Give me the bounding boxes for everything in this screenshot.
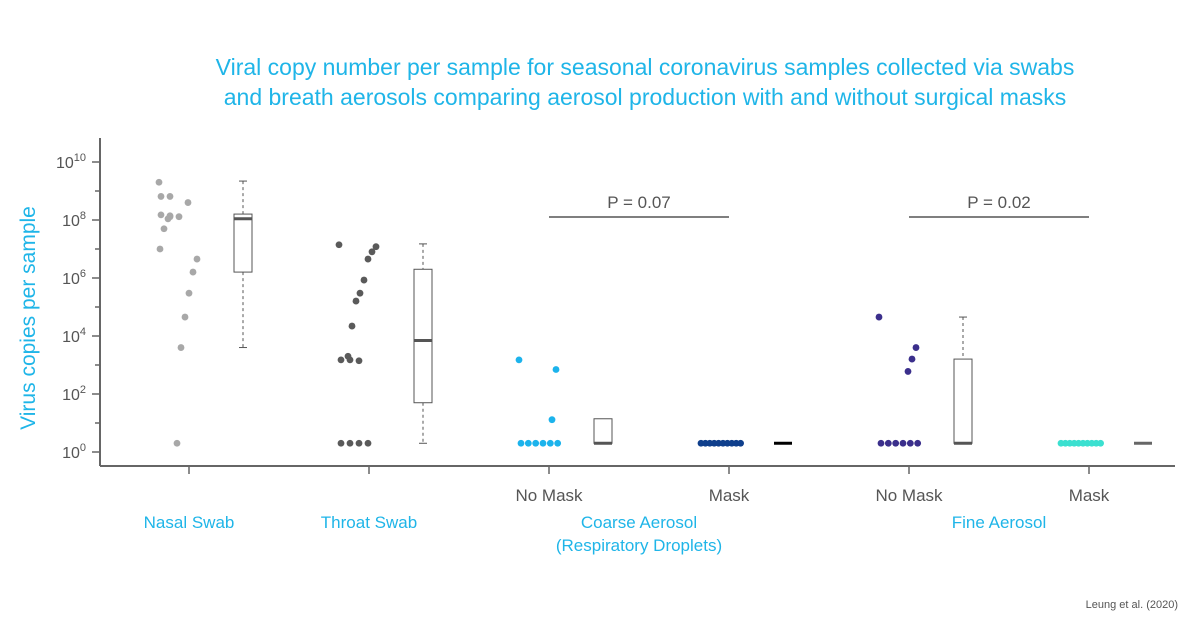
data-point — [177, 344, 185, 351]
data-point — [884, 439, 892, 447]
data-point — [364, 439, 372, 447]
x-subgroup-label: Mask — [709, 486, 750, 505]
data-point — [155, 178, 163, 186]
data-point — [554, 439, 562, 447]
data-point — [335, 241, 343, 249]
data-point — [892, 439, 900, 447]
data-point — [906, 439, 914, 447]
chart-title-line-1: Viral copy number per sample for seasona… — [215, 54, 1075, 80]
data-point — [1097, 439, 1104, 447]
data-point — [193, 255, 201, 263]
y-tick-label: 108 — [62, 210, 86, 230]
category-label: Throat Swab — [321, 513, 417, 532]
data-point — [164, 215, 172, 223]
data-point — [914, 439, 922, 447]
data-point — [184, 199, 192, 206]
p-value-label: P = 0.02 — [967, 193, 1031, 212]
data-point — [875, 313, 883, 321]
data-point — [355, 439, 363, 447]
category-label: Coarse Aerosol — [581, 513, 697, 532]
data-point — [352, 297, 360, 305]
y-tick-label: 106 — [62, 268, 86, 288]
data-point — [156, 245, 164, 253]
y-tick-label: 102 — [62, 384, 86, 404]
data-point — [337, 356, 345, 364]
data-point — [185, 289, 193, 297]
data-point — [912, 344, 920, 351]
data-point — [348, 322, 356, 330]
box — [953, 358, 973, 444]
data-point — [189, 268, 197, 276]
y-tick-label: 100 — [62, 442, 86, 462]
data-point — [548, 416, 556, 424]
box — [233, 213, 253, 273]
data-point — [160, 225, 168, 233]
data-point — [899, 439, 907, 447]
y-tick-label: 1010 — [56, 152, 86, 172]
data-point — [346, 356, 354, 364]
data-point — [166, 193, 174, 200]
box — [413, 268, 433, 404]
chart-title-line-2: and breath aerosols comparing aerosol pr… — [223, 84, 1067, 110]
data-point — [904, 368, 912, 375]
y-axis-label: Virus copies per sample — [17, 206, 40, 430]
box — [593, 418, 613, 444]
data-point — [737, 439, 744, 447]
x-subgroup-label: No Mask — [515, 486, 583, 505]
category-label: Fine Aerosol — [952, 513, 1047, 532]
data-point — [181, 313, 189, 321]
data-point — [355, 357, 363, 365]
category-label: Nasal Swab — [144, 513, 235, 532]
data-point — [346, 439, 354, 447]
x-subgroup-label: Mask — [1069, 486, 1110, 505]
x-subgroup-label: No Mask — [875, 486, 943, 505]
p-value-label: P = 0.07 — [607, 193, 671, 212]
data-point — [360, 276, 368, 284]
data-point — [173, 439, 181, 447]
data-point — [546, 439, 554, 447]
chart-title: Viral copy number per sample for seasona… — [100, 52, 1190, 112]
data-point — [337, 439, 345, 447]
source-citation: Leung et al. (2020) — [1085, 599, 1178, 611]
data-point — [372, 243, 380, 251]
data-point — [368, 248, 376, 256]
category-label: (Respiratory Droplets) — [556, 536, 722, 555]
data-point — [552, 366, 560, 373]
data-point — [157, 193, 165, 200]
data-point — [539, 439, 547, 447]
data-point — [517, 439, 525, 447]
data-point — [175, 213, 183, 221]
y-tick-label: 104 — [62, 326, 86, 346]
data-point — [157, 211, 165, 219]
data-point — [515, 356, 523, 364]
data-point — [356, 289, 364, 297]
data-point — [532, 439, 540, 447]
data-point — [877, 439, 885, 447]
data-point — [524, 439, 532, 447]
data-point — [908, 355, 916, 363]
data-point — [364, 255, 372, 263]
